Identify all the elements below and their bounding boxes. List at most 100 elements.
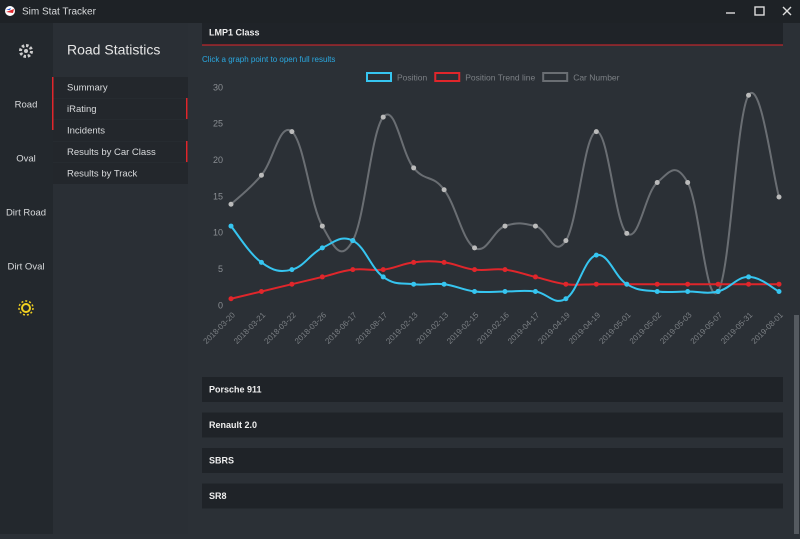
legend-label[interactable]: Position Trend line	[465, 72, 535, 82]
data-point[interactable]	[593, 129, 599, 135]
data-point[interactable]	[776, 288, 782, 294]
data-point[interactable]	[502, 288, 508, 294]
settings-icon[interactable]	[19, 44, 33, 58]
data-point[interactable]	[441, 187, 447, 193]
data-point[interactable]	[228, 296, 234, 302]
data-point[interactable]	[715, 281, 721, 287]
data-point[interactable]	[350, 267, 356, 273]
data-point[interactable]	[715, 288, 721, 294]
data-point[interactable]	[532, 274, 538, 280]
data-point[interactable]	[472, 288, 478, 294]
nav-accent	[186, 98, 188, 119]
nav-item[interactable]: iRating	[67, 104, 97, 115]
data-point[interactable]	[532, 288, 538, 294]
data-point[interactable]	[319, 245, 325, 251]
data-point[interactable]	[593, 252, 599, 258]
legend-swatch[interactable]	[542, 72, 569, 82]
data-point[interactable]	[563, 281, 569, 287]
data-point[interactable]	[411, 165, 417, 171]
data-point[interactable]	[441, 281, 447, 287]
data-point[interactable]	[746, 274, 752, 280]
data-point[interactable]	[502, 267, 508, 273]
nav-item-bg[interactable]	[53, 163, 188, 184]
data-point[interactable]	[563, 296, 569, 302]
data-point[interactable]	[624, 281, 630, 287]
data-point[interactable]	[380, 267, 386, 273]
data-point[interactable]	[380, 274, 386, 280]
panel-name: SR8	[209, 491, 227, 501]
data-point[interactable]	[289, 129, 295, 135]
data-point[interactable]	[258, 288, 264, 294]
data-point[interactable]	[685, 179, 691, 185]
nav-item-bg[interactable]	[53, 120, 188, 141]
data-point[interactable]	[654, 288, 660, 294]
nav-item[interactable]: Incidents	[67, 126, 105, 137]
y-tick-label: 15	[213, 191, 223, 201]
data-point[interactable]	[685, 288, 691, 294]
data-point[interactable]	[685, 281, 691, 287]
nav-item[interactable]: Results by Track	[67, 169, 137, 180]
collapsed-panel[interactable]	[202, 412, 783, 438]
sidebar-item[interactable]: Dirt Oval	[8, 262, 45, 273]
sidebar-item[interactable]: Oval	[16, 154, 36, 165]
data-point[interactable]	[228, 223, 234, 229]
data-point[interactable]	[654, 179, 660, 185]
data-point[interactable]	[593, 281, 599, 287]
close-button[interactable]	[782, 6, 792, 16]
data-point[interactable]	[289, 281, 295, 287]
data-point[interactable]	[319, 223, 325, 229]
data-point[interactable]	[289, 267, 295, 273]
data-point[interactable]	[563, 238, 569, 244]
sidebar-item[interactable]: Road	[15, 100, 38, 111]
nav-item-bg[interactable]	[53, 98, 188, 120]
maximize-button[interactable]	[754, 6, 765, 16]
nav-item[interactable]: Results by Car Class	[67, 147, 156, 158]
y-tick-label: 10	[213, 228, 223, 238]
data-point[interactable]	[472, 245, 478, 251]
data-point[interactable]	[380, 114, 386, 120]
series-line	[230, 91, 780, 295]
data-point[interactable]	[411, 259, 417, 265]
y-tick-label: 20	[213, 155, 223, 165]
data-point[interactable]	[776, 194, 782, 200]
window-title: Sim Stat Tracker	[22, 7, 97, 18]
data-point[interactable]	[654, 281, 660, 287]
icon-sidebar	[0, 23, 53, 534]
panel-name: Porsche 911	[209, 384, 262, 394]
data-point[interactable]	[441, 259, 447, 265]
data-point[interactable]	[472, 267, 478, 273]
scrollbar[interactable]	[794, 315, 799, 534]
data-point[interactable]	[411, 281, 417, 287]
legend-swatch[interactable]	[366, 72, 392, 82]
nav-item[interactable]: Summary	[67, 83, 108, 94]
data-point[interactable]	[258, 172, 264, 178]
panel-hint: Click a graph point to open full results	[202, 55, 335, 64]
theme-icon[interactable]	[18, 300, 34, 316]
data-point[interactable]	[502, 223, 508, 229]
legend-label[interactable]: Position	[397, 72, 428, 82]
data-point[interactable]	[746, 281, 752, 287]
data-point[interactable]	[350, 238, 356, 244]
data-point[interactable]	[776, 281, 782, 287]
sidebar-item[interactable]: Dirt Road	[6, 208, 46, 219]
nav-item-bg[interactable]	[53, 141, 188, 163]
panel-name: SBRS	[209, 455, 234, 465]
data-point[interactable]	[228, 201, 234, 207]
legend-label[interactable]: Car Number	[573, 72, 619, 82]
collapsed-panel[interactable]	[202, 483, 783, 509]
data-point[interactable]	[258, 259, 264, 265]
nav-accent	[52, 77, 54, 130]
nav-item-bg[interactable]	[53, 77, 188, 98]
app-icon	[5, 6, 15, 16]
data-point[interactable]	[624, 230, 630, 236]
data-point[interactable]	[319, 274, 325, 280]
nav-accent	[186, 141, 188, 162]
data-point[interactable]	[532, 223, 538, 229]
legend-swatch[interactable]	[434, 72, 461, 82]
collapsed-panel[interactable]	[202, 448, 783, 473]
y-tick-label: 5	[218, 264, 223, 274]
collapsed-panel[interactable]	[202, 377, 783, 402]
y-tick-label: 30	[213, 82, 223, 92]
data-point[interactable]	[746, 92, 752, 98]
panel-header[interactable]	[202, 23, 783, 45]
